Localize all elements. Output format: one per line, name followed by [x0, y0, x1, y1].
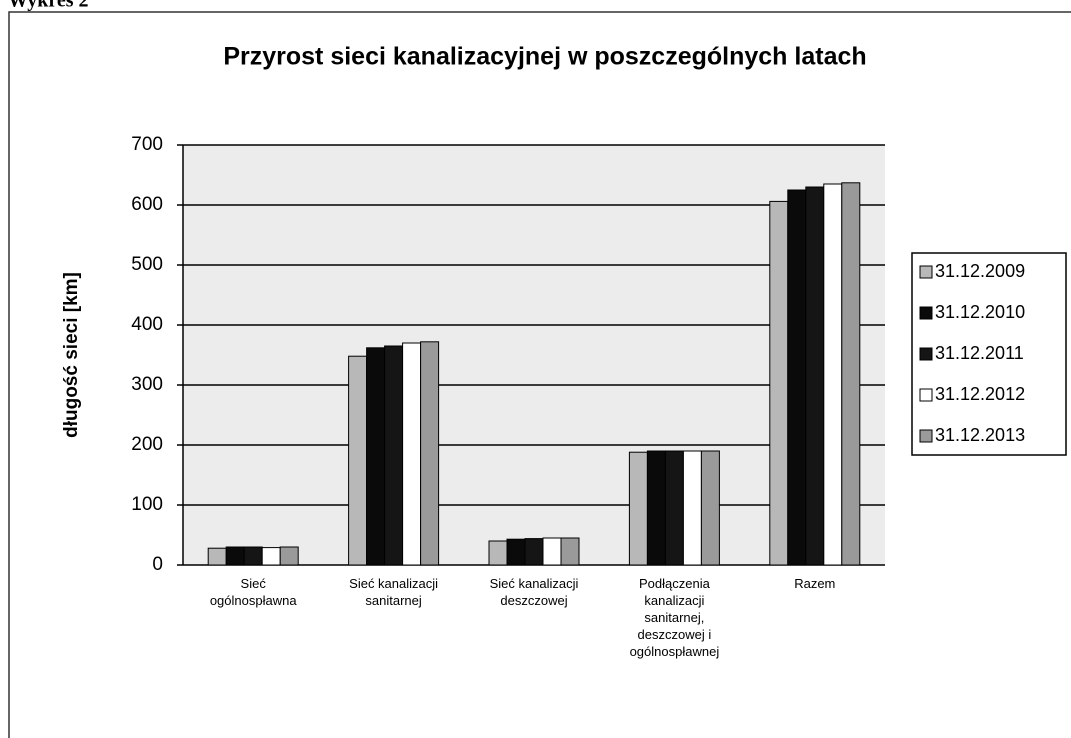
x-tick-label: Podłączenia kanalizacji sanitarnej, deszczo… — [630, 576, 720, 659]
legend-label: 31.12.2010 — [935, 302, 1025, 322]
x-tick-label: Sieć kanalizacji deszczowej — [490, 576, 579, 608]
bar — [628, 451, 648, 566]
bar — [524, 538, 544, 566]
y-tick-label: 700 — [131, 134, 163, 155]
y-tick-label: 600 — [131, 194, 163, 215]
y-tick-label: 0 — [152, 554, 163, 575]
y-tick-label: 200 — [131, 434, 163, 455]
y-tick-label: 100 — [131, 494, 163, 515]
legend-label: 31.12.2011 — [935, 343, 1024, 363]
legend — [911, 252, 1067, 456]
x-tick-label: Razem — [794, 576, 835, 591]
legend-swatch — [919, 265, 933, 279]
y-axis-label: długość sieci [km] — [61, 272, 82, 438]
bar — [243, 546, 263, 566]
legend-swatch — [919, 306, 933, 320]
bar — [279, 546, 299, 566]
bar — [787, 189, 807, 566]
legend-swatch — [919, 429, 933, 443]
bar — [646, 450, 666, 566]
legend-label: 31.12.2012 — [935, 384, 1025, 404]
x-tick-label: Sieć kanalizacji sanitarnej — [349, 576, 438, 608]
bar — [384, 345, 404, 566]
bar — [682, 450, 702, 566]
bar — [348, 355, 368, 566]
bar — [506, 538, 526, 566]
bar — [560, 537, 580, 566]
y-tick-label: 300 — [131, 374, 163, 395]
legend-swatch — [919, 347, 933, 361]
legend-label: 31.12.2013 — [935, 425, 1025, 445]
bar — [207, 547, 227, 566]
bar — [664, 450, 684, 566]
legend-swatch — [919, 388, 933, 402]
bar — [841, 182, 861, 566]
chart-title: Przyrost sieci kanalizacyjnej w poszczeg… — [223, 43, 866, 71]
legend-label: 31.12.2009 — [935, 261, 1025, 281]
x-tick-label: Sieć ogólnospławna — [210, 576, 298, 608]
y-tick-label: 500 — [131, 254, 163, 275]
bar — [261, 547, 281, 566]
bar — [420, 341, 440, 566]
bar — [700, 450, 720, 566]
bar — [769, 200, 789, 566]
bar — [366, 347, 386, 566]
bar — [542, 537, 562, 566]
bar — [823, 183, 843, 566]
y-tick-label: 400 — [131, 314, 163, 335]
bar — [488, 540, 508, 566]
header: Wykres 2 — [8, 0, 89, 12]
frame — [8, 11, 1071, 738]
plot-area — [183, 145, 885, 565]
bar — [402, 342, 422, 566]
bar — [805, 186, 825, 566]
bar — [225, 546, 245, 566]
